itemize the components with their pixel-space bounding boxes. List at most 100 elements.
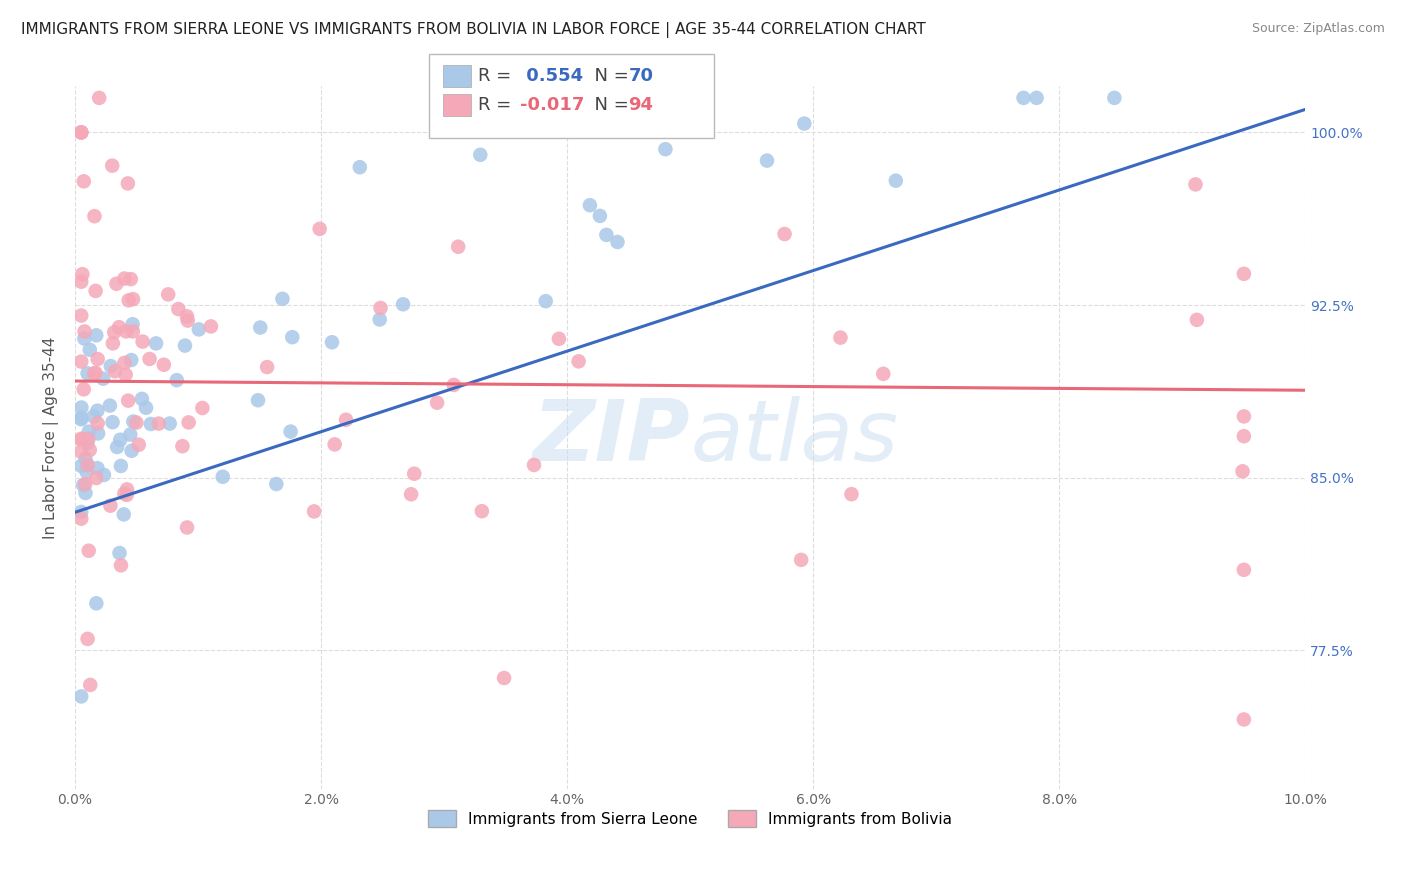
Point	[105, 440, 128, 454]
Point	[793, 117, 815, 131]
Point	[104, 364, 127, 378]
Point	[139, 417, 162, 431]
Point	[110, 433, 132, 447]
Point	[76, 458, 98, 472]
Point	[120, 353, 142, 368]
Point	[548, 332, 571, 346]
Point	[121, 443, 143, 458]
Point	[86, 403, 108, 417]
Point	[73, 174, 96, 188]
Point	[131, 392, 153, 406]
Point	[77, 432, 100, 446]
Point	[76, 465, 98, 479]
Point	[86, 461, 108, 475]
Point	[1104, 91, 1126, 105]
Point	[688, 106, 710, 120]
Point	[75, 477, 97, 491]
Point	[579, 198, 602, 212]
Point	[70, 505, 93, 519]
Point	[101, 336, 124, 351]
Text: N =: N =	[583, 67, 636, 85]
Point	[249, 320, 271, 334]
Point	[145, 336, 167, 351]
Point	[271, 292, 294, 306]
Point	[302, 504, 325, 518]
Point	[115, 483, 138, 497]
Point	[118, 293, 141, 308]
Point	[1233, 429, 1256, 443]
Point	[131, 334, 153, 349]
Y-axis label: In Labor Force | Age 35-44: In Labor Force | Age 35-44	[44, 336, 59, 539]
Point	[75, 451, 97, 466]
Point	[89, 91, 111, 105]
Point	[70, 401, 93, 415]
Point	[830, 330, 852, 344]
Point	[756, 153, 779, 168]
Point	[392, 297, 415, 311]
Text: atlas: atlas	[690, 396, 898, 479]
Point	[70, 444, 93, 458]
Point	[200, 319, 222, 334]
Point	[117, 393, 139, 408]
Point	[266, 477, 288, 491]
Point	[79, 442, 101, 457]
Point	[115, 488, 138, 502]
Point	[404, 467, 426, 481]
Point	[101, 415, 124, 429]
Point	[166, 373, 188, 387]
Point	[108, 320, 131, 334]
Point	[247, 393, 270, 408]
Point	[86, 417, 108, 431]
Point	[148, 417, 170, 431]
Point	[426, 395, 449, 409]
Point	[177, 416, 200, 430]
Point	[174, 338, 197, 352]
Point	[308, 222, 330, 236]
Point	[211, 469, 233, 483]
Point	[135, 401, 157, 415]
Point	[86, 352, 108, 367]
Point	[128, 438, 150, 452]
Point	[534, 294, 557, 309]
Point	[77, 425, 100, 439]
Legend: Immigrants from Sierra Leone, Immigrants from Bolivia: Immigrants from Sierra Leone, Immigrants…	[422, 804, 957, 833]
Point	[1185, 313, 1208, 327]
Text: R =: R =	[478, 67, 517, 85]
Point	[79, 343, 101, 357]
Point	[84, 366, 107, 380]
Point	[790, 553, 813, 567]
Point	[399, 487, 422, 501]
Point	[773, 227, 796, 241]
Point	[70, 309, 93, 323]
Point	[83, 209, 105, 223]
Point	[70, 125, 93, 139]
Point	[187, 322, 209, 336]
Point	[70, 354, 93, 368]
Point	[335, 413, 357, 427]
Point	[76, 435, 98, 450]
Point	[841, 487, 863, 501]
Point	[654, 142, 676, 156]
Point	[115, 325, 138, 339]
Point	[138, 351, 160, 366]
Text: Source: ZipAtlas.com: Source: ZipAtlas.com	[1251, 22, 1385, 36]
Point	[117, 177, 139, 191]
Point	[1184, 178, 1206, 192]
Point	[72, 267, 94, 281]
Point	[76, 458, 98, 472]
Point	[256, 359, 278, 374]
Point	[568, 354, 591, 368]
Point	[79, 678, 101, 692]
Point	[172, 439, 194, 453]
Point	[83, 367, 105, 381]
Point	[1233, 563, 1256, 577]
Point	[368, 312, 391, 326]
Point	[83, 409, 105, 424]
Point	[1232, 464, 1254, 478]
Point	[1233, 267, 1256, 281]
Point	[494, 671, 516, 685]
Point	[98, 399, 121, 413]
Point	[176, 310, 198, 324]
Point	[84, 328, 107, 343]
Point	[114, 356, 136, 370]
